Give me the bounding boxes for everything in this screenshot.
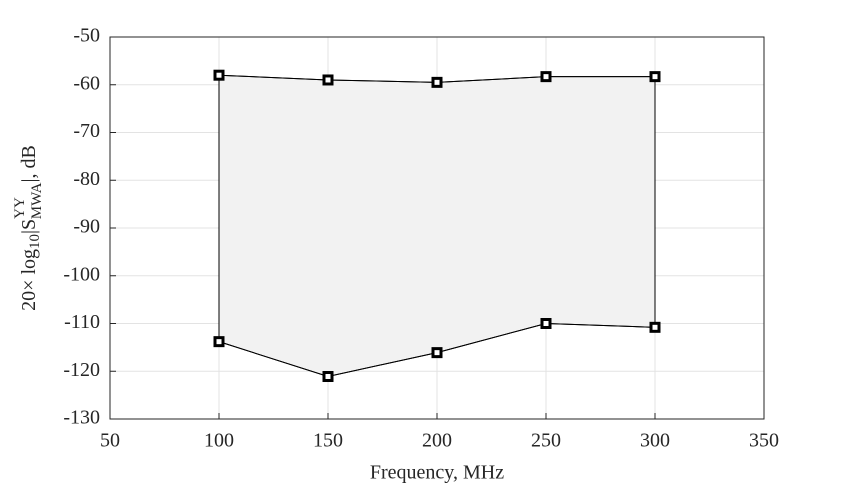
y-tick-label: -110 [64, 311, 100, 333]
x-tick-label: 300 [640, 430, 670, 452]
y-label-part: YY [12, 197, 28, 219]
x-tick-label: 200 [422, 430, 452, 452]
y-tick-label: -120 [63, 359, 100, 381]
marker [649, 321, 661, 333]
y-label-part: 10 [27, 234, 43, 249]
marker [322, 371, 334, 383]
y-tick-label: -70 [73, 120, 100, 142]
x-tick-label: 250 [531, 430, 561, 452]
y-tick-label: -80 [73, 168, 100, 190]
marker [540, 318, 552, 329]
marker [322, 74, 334, 86]
marker [213, 336, 225, 348]
marker [649, 71, 661, 83]
marker [213, 69, 225, 81]
y-tick-label: -90 [73, 216, 100, 238]
y-label-part: |, dB [18, 145, 40, 182]
x-tick-label: 350 [749, 430, 779, 452]
x-axis-label: Frequency, MHz [370, 462, 504, 484]
y-label-part: 20× log [18, 249, 40, 311]
y-label-part: MWA [29, 182, 45, 219]
marker [540, 71, 552, 83]
y-tick-label: -130 [63, 407, 100, 429]
x-tick-label: 100 [204, 430, 234, 452]
y-label-part: |S [18, 219, 40, 234]
marker [431, 347, 443, 359]
plot-frame [109, 36, 765, 420]
y-tick-label: -100 [63, 263, 100, 285]
x-tick-label: 150 [313, 430, 343, 452]
y-tick-label: -60 [73, 72, 100, 94]
y-tick-label: -50 [73, 25, 100, 47]
y-axis-label: 20× log10|SYYMWA|, dB [12, 145, 45, 311]
x-tick-label: 50 [100, 430, 120, 452]
marker [431, 76, 443, 88]
